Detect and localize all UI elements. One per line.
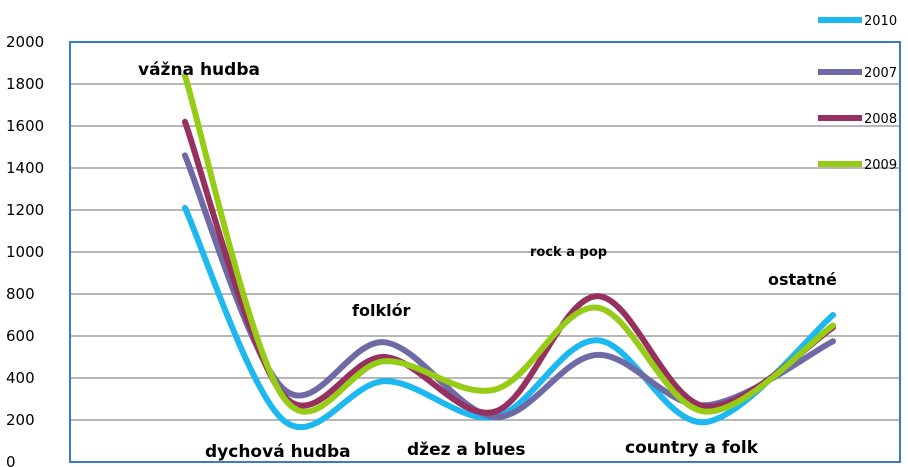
category-label: ostatné (768, 270, 837, 289)
y-tick-label: 400 (6, 369, 35, 387)
y-tick-label: 800 (6, 285, 35, 303)
legend: 2010 2007 2008 2009 (818, 14, 897, 173)
category-label: country a folk (625, 438, 759, 458)
y-tick-label: 1600 (6, 117, 44, 135)
y-tick-label: 1400 (6, 159, 44, 177)
y-tick-label: 0 (6, 453, 16, 467)
category-label: džez a blues (407, 440, 526, 460)
y-tick-label: 600 (6, 327, 35, 345)
category-label: dychová hudba (205, 442, 351, 462)
category-label: rock a pop (530, 245, 607, 260)
y-tick-label: 1800 (6, 75, 44, 93)
y-tick-label: 1000 (6, 243, 44, 261)
y-axis-ticks: 0 200 400 600 800 1000 1200 1400 1600 1800 2000 (6, 33, 44, 467)
legend-label-2007: 2007 (864, 66, 897, 81)
legend-label-2010: 2010 (864, 14, 897, 29)
category-label: folklór (352, 301, 411, 320)
y-tick-label: 200 (6, 411, 35, 429)
y-tick-label: 1200 (6, 201, 44, 219)
series-line-2008 (185, 122, 833, 413)
legend-label-2008: 2008 (864, 112, 897, 127)
y-tick-label: 2000 (6, 33, 44, 51)
category-label: vážna hudba (138, 60, 260, 80)
legend-label-2009: 2009 (864, 158, 897, 173)
